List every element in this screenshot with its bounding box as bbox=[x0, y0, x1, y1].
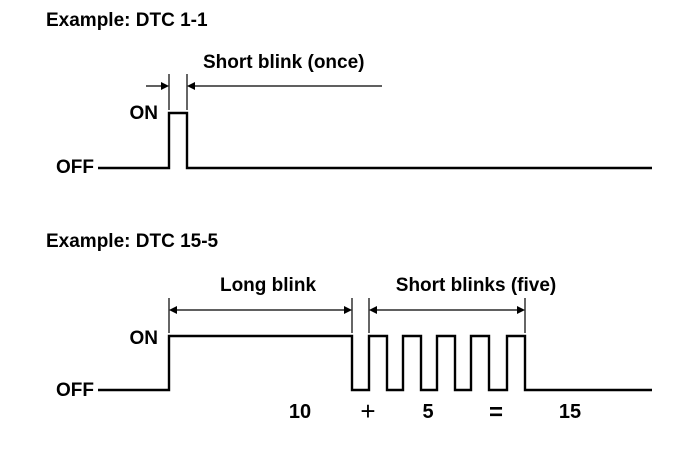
arrow-left-icon bbox=[169, 306, 177, 314]
example-2-short-blinks-label: Short blinks (five) bbox=[396, 275, 556, 296]
example-2-on-label: ON bbox=[130, 328, 159, 349]
example-2-waveform bbox=[98, 334, 652, 392]
short-value: 5 bbox=[422, 401, 433, 423]
arrow-right-icon bbox=[344, 306, 352, 314]
arrow-left-icon bbox=[369, 306, 377, 314]
equals-sign: = bbox=[489, 399, 503, 426]
plus-sign: + bbox=[360, 396, 375, 426]
example-1-off-label: OFF bbox=[56, 157, 94, 178]
result-value: 15 bbox=[559, 401, 581, 423]
example-2: Example: DTC 15-5 ON OFF Long blink Shor… bbox=[46, 231, 652, 426]
example-2-short-blinks-dimension bbox=[368, 298, 526, 333]
arrow-right-icon bbox=[161, 82, 169, 90]
arrow-right-icon bbox=[517, 306, 525, 314]
example-2-off-label: OFF bbox=[56, 380, 94, 401]
example-1-waveform bbox=[98, 111, 652, 170]
example-2-long-blink-dimension bbox=[168, 298, 353, 333]
example-1-title: Example: DTC 1-1 bbox=[46, 10, 208, 31]
long-value: 10 bbox=[289, 401, 311, 423]
example-1: Example: DTC 1-1 ON OFF Short blink (onc… bbox=[46, 10, 652, 178]
example-1-short-blink-dimension bbox=[146, 74, 382, 110]
example-2-long-blink-label: Long blink bbox=[220, 275, 316, 296]
arrow-left-icon bbox=[187, 82, 195, 90]
example-1-on-label: ON bbox=[130, 103, 159, 124]
example-1-short-blink-label: Short blink (once) bbox=[203, 52, 365, 73]
example-2-equation: 10 + 5 = 15 bbox=[289, 396, 581, 426]
example-2-title: Example: DTC 15-5 bbox=[46, 231, 219, 252]
